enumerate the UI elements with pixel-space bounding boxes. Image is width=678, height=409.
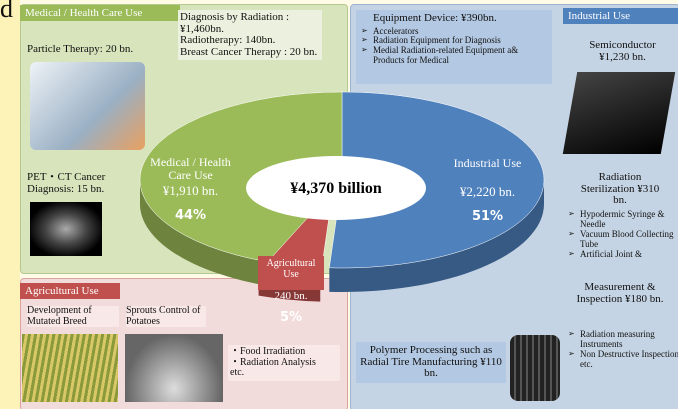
value-label: 5%	[260, 310, 322, 325]
category-label: Industrial Use	[440, 157, 535, 170]
amount-label: ¥2,220 bn.	[440, 185, 535, 199]
pie-chart: ¥4,370 billion	[0, 0, 678, 409]
category-label: Agricultural Use	[260, 258, 322, 280]
amount-label: 240 bn.	[260, 290, 322, 302]
infographic: d Medical / Health Care Use Diagnosis by…	[0, 0, 678, 409]
value-label: 44%	[143, 208, 238, 223]
value-label: 51%	[440, 209, 535, 224]
amount-label: ¥1,910 bn.	[143, 184, 238, 198]
category-label: Medical / Health Care Use	[143, 156, 238, 182]
center-label: ¥4,370 billion	[290, 180, 382, 197]
